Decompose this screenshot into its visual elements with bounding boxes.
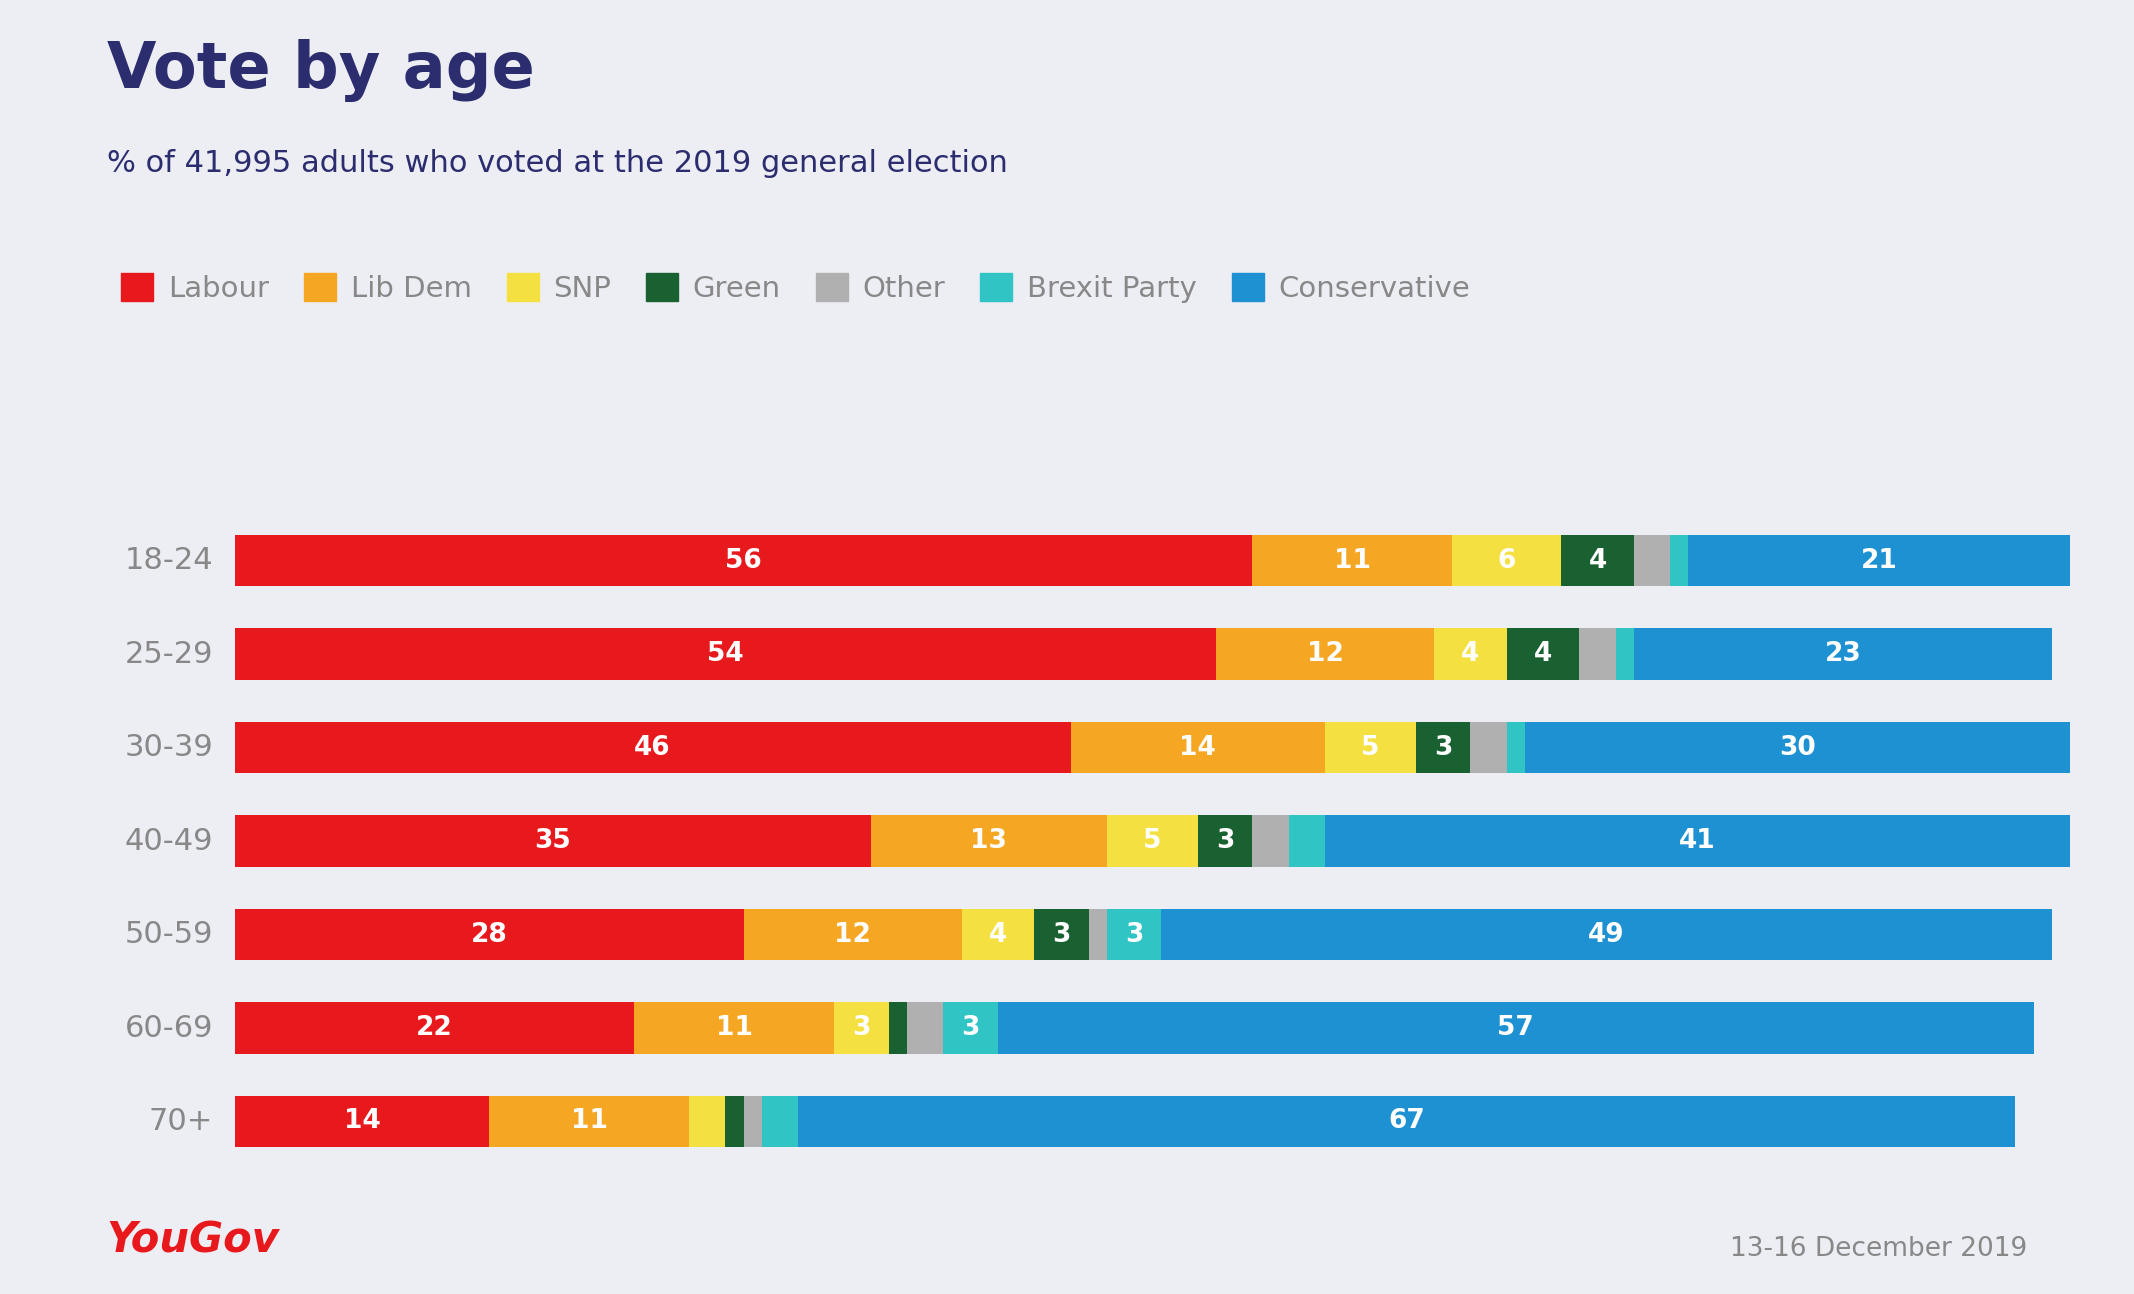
Bar (235, 815, 871, 867)
Bar (1253, 534, 1451, 586)
Bar (235, 534, 1253, 586)
Bar (1088, 908, 1108, 960)
Text: 5: 5 (1361, 735, 1379, 761)
Text: 6: 6 (1498, 547, 1515, 573)
Bar (1197, 815, 1253, 867)
Text: 12: 12 (1306, 642, 1344, 668)
Text: 3: 3 (1125, 921, 1144, 947)
Text: 11: 11 (715, 1014, 753, 1040)
Text: 3: 3 (1434, 735, 1453, 761)
Text: 40-49: 40-49 (124, 827, 213, 855)
Bar (1289, 815, 1325, 867)
Text: Vote by age: Vote by age (107, 39, 536, 102)
Text: 46: 46 (634, 735, 670, 761)
Bar (890, 1003, 907, 1053)
Text: 23: 23 (1825, 642, 1861, 668)
Text: 25-29: 25-29 (124, 639, 213, 669)
Text: 3: 3 (1052, 921, 1071, 947)
Text: 4: 4 (988, 921, 1007, 947)
Text: 50-59: 50-59 (124, 920, 213, 949)
Text: 12: 12 (834, 921, 871, 947)
Text: 11: 11 (570, 1109, 608, 1135)
Bar (1470, 722, 1507, 774)
Bar (634, 1003, 834, 1053)
Bar (1071, 722, 1325, 774)
Bar (1579, 629, 1615, 679)
Bar (689, 1096, 726, 1148)
Text: 4: 4 (1588, 547, 1607, 573)
Bar (235, 629, 1216, 679)
Bar (1635, 534, 1671, 586)
Text: 18-24: 18-24 (124, 546, 213, 576)
Bar (762, 1096, 798, 1148)
Text: 60-69: 60-69 (124, 1013, 213, 1043)
Bar (235, 908, 743, 960)
Legend: Labour, Lib Dem, SNP, Green, Other, Brexit Party, Conservative: Labour, Lib Dem, SNP, Green, Other, Brex… (122, 273, 1470, 303)
Text: 57: 57 (1498, 1014, 1534, 1040)
Text: 3: 3 (851, 1014, 871, 1040)
Text: 30-39: 30-39 (124, 734, 213, 762)
Text: 5: 5 (1144, 828, 1161, 854)
Bar (1253, 815, 1289, 867)
Text: 21: 21 (1861, 547, 1897, 573)
Text: 3: 3 (962, 1014, 980, 1040)
Text: 54: 54 (706, 642, 743, 668)
Text: 11: 11 (1334, 547, 1370, 573)
Bar (834, 1003, 890, 1053)
Bar (1507, 722, 1526, 774)
Text: 13-16 December 2019: 13-16 December 2019 (1731, 1236, 2027, 1262)
Bar (907, 1003, 943, 1053)
Bar (1526, 722, 2070, 774)
Bar (871, 815, 1108, 867)
Bar (1415, 722, 1470, 774)
Text: 14: 14 (344, 1109, 380, 1135)
Bar (999, 1003, 2034, 1053)
Bar (743, 1096, 762, 1148)
Bar (1035, 908, 1088, 960)
Bar (1161, 908, 2051, 960)
Bar (798, 1096, 2014, 1148)
Bar (235, 722, 1071, 774)
Bar (1688, 534, 2070, 586)
Text: 30: 30 (1780, 735, 1816, 761)
Bar (1451, 534, 1562, 586)
Bar (1507, 629, 1579, 679)
Text: 70+: 70+ (149, 1106, 213, 1136)
Bar (1615, 629, 1635, 679)
Bar (1216, 629, 1434, 679)
Text: 67: 67 (1389, 1109, 1426, 1135)
Bar (489, 1096, 689, 1148)
Bar (235, 1003, 634, 1053)
Bar (1562, 534, 1635, 586)
Bar (1108, 815, 1197, 867)
Text: 41: 41 (1679, 828, 1716, 854)
Text: 3: 3 (1216, 828, 1233, 854)
Bar (1635, 629, 2051, 679)
Text: 4: 4 (1462, 642, 1479, 668)
Text: 56: 56 (726, 547, 762, 573)
Text: 14: 14 (1180, 735, 1216, 761)
Bar (943, 1003, 999, 1053)
Text: 13: 13 (971, 828, 1007, 854)
Text: 35: 35 (534, 828, 572, 854)
Text: 22: 22 (416, 1014, 452, 1040)
Bar (1434, 629, 1507, 679)
Bar (743, 908, 962, 960)
Text: YouGov: YouGov (107, 1220, 280, 1262)
Text: 28: 28 (472, 921, 508, 947)
Bar (1108, 908, 1161, 960)
Text: 49: 49 (1588, 921, 1624, 947)
Text: 4: 4 (1534, 642, 1551, 668)
Bar (1325, 815, 2070, 867)
Bar (962, 908, 1035, 960)
Bar (1671, 534, 1688, 586)
Bar (235, 1096, 489, 1148)
Bar (726, 1096, 743, 1148)
Bar (1325, 722, 1415, 774)
Text: % of 41,995 adults who voted at the 2019 general election: % of 41,995 adults who voted at the 2019… (107, 149, 1007, 177)
